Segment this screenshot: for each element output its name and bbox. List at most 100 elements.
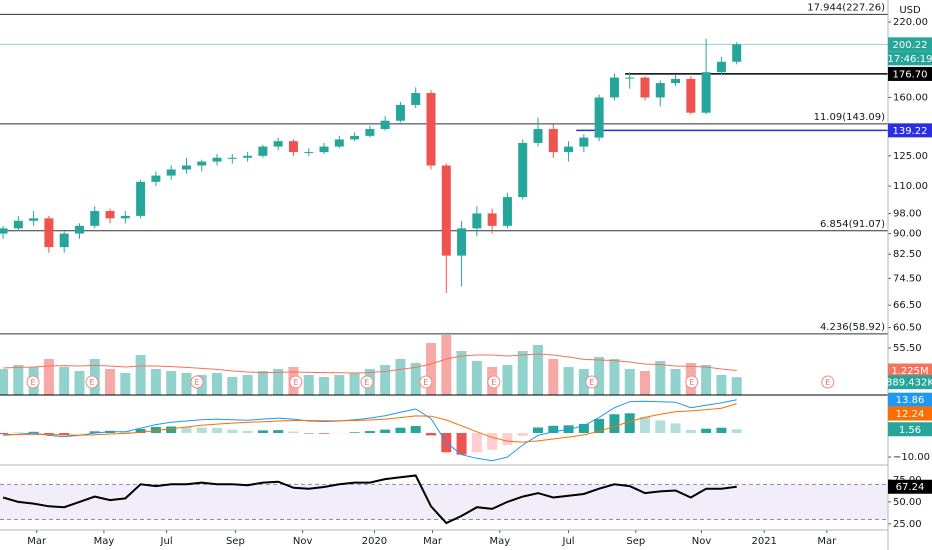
- x-tick-label: Mar: [27, 536, 47, 547]
- volume-bar: [105, 369, 116, 395]
- candle-body: [136, 181, 146, 216]
- volume-bar: [731, 377, 742, 395]
- macd-hist-bar: [716, 427, 727, 434]
- macd-hist-bar: [670, 423, 681, 434]
- volume-bar: [227, 377, 238, 395]
- macd-hist-bar: [426, 433, 437, 436]
- event-label: E: [30, 378, 35, 387]
- volume-bar: [0, 369, 9, 395]
- candle-body: [258, 146, 268, 156]
- candle-body: [319, 146, 329, 153]
- candle-body: [350, 135, 360, 140]
- x-tick-label: Sep: [626, 536, 645, 547]
- macd-hist-bar: [242, 430, 253, 434]
- macd-hist-bar: [273, 430, 284, 434]
- volume-bar: [120, 373, 131, 395]
- volume-bar: [319, 377, 330, 395]
- hist-label: 1.56: [899, 425, 921, 436]
- candle-body: [288, 141, 298, 153]
- volume-bar: [471, 361, 482, 395]
- candle-body: [487, 213, 497, 226]
- event-label: E: [293, 378, 298, 387]
- candle-body: [395, 104, 405, 121]
- macd-hist-bar: [0, 433, 9, 435]
- volume-bar: [334, 375, 345, 395]
- macd-hist-bar: [624, 413, 635, 434]
- macd-hist-bar: [43, 433, 54, 434]
- volume-bar: [624, 369, 635, 395]
- volume-bar: [13, 365, 24, 395]
- volume-bar: [426, 343, 437, 395]
- candle-body: [380, 120, 390, 130]
- x-tick-label: 2020: [362, 536, 387, 547]
- signal-label-box: [888, 406, 932, 421]
- candle-body: [518, 142, 528, 198]
- event-marker: [26, 375, 40, 389]
- macd-hist-bar: [319, 433, 330, 434]
- rsi-line: [2, 474, 737, 525]
- hist-label-box: [888, 422, 932, 437]
- volume-bar: [639, 371, 650, 395]
- y-tick-label: 60.50: [893, 323, 922, 334]
- y-tick-label: 110.00: [893, 181, 928, 192]
- macd-hist-bar: [196, 427, 207, 434]
- event-marker: [360, 375, 374, 389]
- x-tick-label: Jul: [160, 536, 173, 547]
- volume-bar: [303, 375, 314, 395]
- event-marker: [419, 375, 433, 389]
- macd-hist-bar: [28, 431, 39, 434]
- event-label: E: [194, 378, 199, 387]
- candle-body: [655, 83, 665, 98]
- volume-ma-line: [3, 353, 737, 374]
- macd-hist-bar: [685, 429, 696, 434]
- volume-bar: [670, 369, 681, 395]
- volume-bar: [532, 345, 543, 395]
- volume-bar: [517, 351, 528, 395]
- volume-bar: [502, 365, 513, 395]
- candle-body: [59, 233, 69, 248]
- volume-ma-label: 1.225M: [891, 366, 928, 377]
- macd-hist-bar: [594, 419, 605, 434]
- rsi-tick-label: 50.00: [893, 497, 922, 508]
- event-marker: [190, 375, 204, 389]
- fib-label: 6.854(91.07): [820, 219, 885, 230]
- candle-body: [365, 129, 375, 136]
- countdown-label: 17:46:19: [888, 54, 932, 65]
- macd-hist-bar: [471, 433, 482, 453]
- signal-line: [3, 403, 737, 443]
- candle-body: [716, 61, 726, 73]
- volume-bar: [273, 369, 284, 395]
- candle-body: [457, 228, 467, 256]
- fib-label: 17.944(227.26): [807, 2, 885, 13]
- volume-bar: [181, 373, 192, 395]
- macd-hist-bar: [456, 433, 467, 455]
- macd-hist-bar: [731, 429, 742, 434]
- candle-body: [732, 44, 742, 62]
- event-marker: [821, 375, 835, 389]
- candle-body: [533, 129, 543, 143]
- candle-body: [105, 211, 115, 219]
- candle-body: [151, 175, 161, 182]
- volume-label: 889.432K: [886, 378, 932, 389]
- candle-body: [579, 137, 589, 147]
- candle-body: [90, 211, 100, 226]
- fib-label: 11.09(143.09): [814, 112, 886, 123]
- candle-body: [548, 129, 558, 153]
- level-label-box: [888, 123, 932, 138]
- last-price-label: 200.22: [893, 40, 928, 51]
- event-label: E: [589, 378, 594, 387]
- candle-body: [13, 220, 23, 229]
- macd-tick-label: −10.00: [893, 452, 930, 463]
- y-tick-label: 82.50: [893, 249, 922, 260]
- macd-hist-bar: [349, 432, 360, 434]
- y-tick-label: 74.50: [893, 273, 922, 284]
- candle-body: [29, 218, 39, 221]
- macd-hist-bar: [609, 414, 620, 434]
- x-tick-label: Sep: [226, 536, 245, 547]
- macd-hist-bar: [548, 425, 559, 434]
- candle-body: [44, 218, 54, 248]
- macd-hist-bar: [655, 420, 666, 434]
- event-marker: [289, 375, 303, 389]
- x-tick-label: May: [94, 536, 115, 547]
- x-tick-label: Nov: [692, 536, 712, 547]
